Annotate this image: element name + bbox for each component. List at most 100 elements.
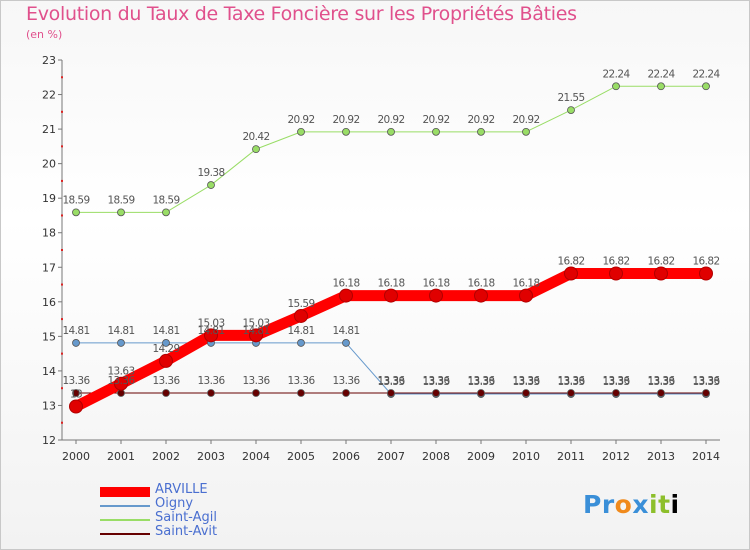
data-label-saint-avit: 13.36 bbox=[467, 375, 495, 387]
data-label-saint-avit: 13.36 bbox=[197, 375, 225, 387]
data-point-saint-avit bbox=[162, 389, 170, 397]
data-point-arville bbox=[294, 308, 308, 323]
data-label-arville: 16.18 bbox=[512, 278, 539, 290]
data-point-saint-avit bbox=[477, 389, 485, 397]
y-minor-tick bbox=[61, 421, 63, 424]
data-label-oigny: 13.33 bbox=[602, 376, 629, 388]
data-label-saint-agil: 20.92 bbox=[377, 114, 404, 126]
y-tick-label: 18 bbox=[42, 227, 56, 240]
data-label-saint-avit: 13.36 bbox=[602, 375, 630, 387]
data-label-saint-agil: 22.24 bbox=[692, 68, 720, 80]
y-minor-tick bbox=[61, 145, 63, 148]
data-label-saint-avit: 13.36 bbox=[152, 375, 180, 387]
data-label-oigny: 14.81 bbox=[197, 325, 224, 337]
data-point-arville bbox=[249, 328, 263, 343]
data-point-saint-agil bbox=[297, 127, 305, 136]
legend-swatch bbox=[100, 505, 150, 507]
data-point-arville bbox=[429, 288, 443, 303]
y-tick-label: 17 bbox=[42, 261, 56, 274]
data-label-arville: 14.29 bbox=[152, 343, 179, 355]
x-tick-label: 2011 bbox=[557, 450, 585, 463]
data-point-saint-avit bbox=[207, 389, 215, 397]
data-point-saint-agil bbox=[477, 127, 485, 136]
data-label-saint-agil: 19.38 bbox=[197, 167, 224, 179]
y-minor-tick bbox=[61, 179, 63, 182]
data-point-oigny bbox=[72, 339, 80, 347]
y-minor-tick bbox=[61, 214, 63, 217]
data-label-saint-agil: 21.55 bbox=[557, 92, 584, 104]
logo-letter: x bbox=[632, 490, 649, 519]
y-tick-label: 19 bbox=[42, 192, 56, 205]
legend-swatch bbox=[100, 519, 150, 521]
y-minor-tick bbox=[61, 249, 63, 251]
data-label-saint-avit: 13.36 bbox=[692, 375, 720, 387]
data-label-oigny: 14.81 bbox=[242, 325, 269, 337]
logo-letter: P bbox=[583, 490, 602, 519]
unit-label: (en %) bbox=[26, 28, 63, 41]
x-tick-label: 2002 bbox=[152, 450, 180, 463]
logo-letter: t bbox=[658, 490, 671, 519]
y-minor-tick bbox=[61, 283, 63, 286]
x-tick-label: 2007 bbox=[377, 450, 405, 463]
data-point-saint-avit bbox=[657, 389, 665, 397]
data-point-arville bbox=[69, 399, 83, 414]
data-label-oigny: 14.81 bbox=[62, 325, 89, 337]
data-point-saint-avit bbox=[387, 389, 395, 397]
logo-letter: o bbox=[614, 490, 633, 519]
data-label-saint-agil: 18.59 bbox=[152, 194, 179, 206]
legend-swatch bbox=[100, 487, 150, 497]
data-point-arville bbox=[474, 288, 488, 303]
legend-item-arville: ARVILLE bbox=[100, 482, 300, 499]
x-tick-label: 2005 bbox=[287, 450, 315, 463]
data-point-oigny bbox=[297, 339, 305, 347]
data-point-saint-agil bbox=[72, 208, 80, 217]
chart-title: Evolution du Taux de Taxe Foncière sur l… bbox=[26, 3, 577, 25]
data-label-saint-agil: 22.24 bbox=[647, 68, 675, 80]
data-point-saint-agil bbox=[432, 127, 440, 136]
data-point-saint-avit bbox=[432, 389, 440, 397]
data-point-arville bbox=[699, 266, 713, 281]
data-label-saint-avit: 13.36 bbox=[62, 375, 90, 387]
x-tick-label: 2004 bbox=[242, 450, 270, 463]
data-point-saint-agil bbox=[252, 145, 260, 154]
data-label-oigny: 13.33 bbox=[647, 376, 674, 388]
data-point-saint-avit bbox=[702, 389, 710, 397]
legend-swatch bbox=[100, 533, 150, 535]
y-minor-tick bbox=[61, 387, 63, 390]
data-label-saint-agil: 18.59 bbox=[62, 194, 89, 206]
data-point-saint-agil bbox=[522, 127, 530, 136]
data-label-oigny: 13.33 bbox=[377, 376, 404, 388]
data-label-oigny: 14.81 bbox=[152, 325, 179, 337]
legend-label: Oigny bbox=[155, 496, 194, 511]
y-minor-tick bbox=[61, 352, 63, 355]
data-point-saint-agil bbox=[162, 208, 170, 217]
data-label-oigny: 13.33 bbox=[557, 376, 584, 388]
data-point-saint-avit bbox=[252, 389, 260, 397]
data-label-saint-agil: 20.92 bbox=[287, 114, 314, 126]
data-point-saint-agil bbox=[117, 208, 125, 217]
x-tick-label: 2008 bbox=[422, 450, 450, 463]
data-label-saint-agil: 20.92 bbox=[512, 114, 539, 126]
data-label-arville: 13 bbox=[70, 388, 82, 400]
data-point-saint-agil bbox=[657, 82, 665, 91]
data-point-saint-agil bbox=[387, 127, 395, 136]
legend-label: Saint-Agil bbox=[155, 510, 217, 525]
data-label-arville: 16.82 bbox=[647, 255, 674, 267]
y-tick-label: 16 bbox=[42, 296, 56, 309]
data-point-saint-agil bbox=[702, 82, 710, 91]
data-point-oigny bbox=[117, 339, 125, 347]
x-tick-label: 2006 bbox=[332, 450, 360, 463]
data-label-arville: 16.82 bbox=[602, 255, 629, 267]
data-point-oigny bbox=[342, 339, 350, 347]
data-label-arville: 15.03 bbox=[242, 317, 269, 329]
data-point-arville bbox=[114, 376, 128, 391]
data-label-saint-avit: 13.36 bbox=[557, 375, 585, 387]
data-label-saint-avit: 13.36 bbox=[377, 375, 405, 387]
x-tick-label: 2014 bbox=[692, 450, 720, 463]
data-point-saint-avit bbox=[342, 389, 350, 397]
data-point-saint-agil bbox=[342, 127, 350, 136]
data-label-arville: 16.18 bbox=[422, 278, 449, 290]
legend-item-saint-avit: Saint-Avit bbox=[100, 524, 300, 541]
data-label-saint-agil: 22.24 bbox=[602, 68, 630, 80]
